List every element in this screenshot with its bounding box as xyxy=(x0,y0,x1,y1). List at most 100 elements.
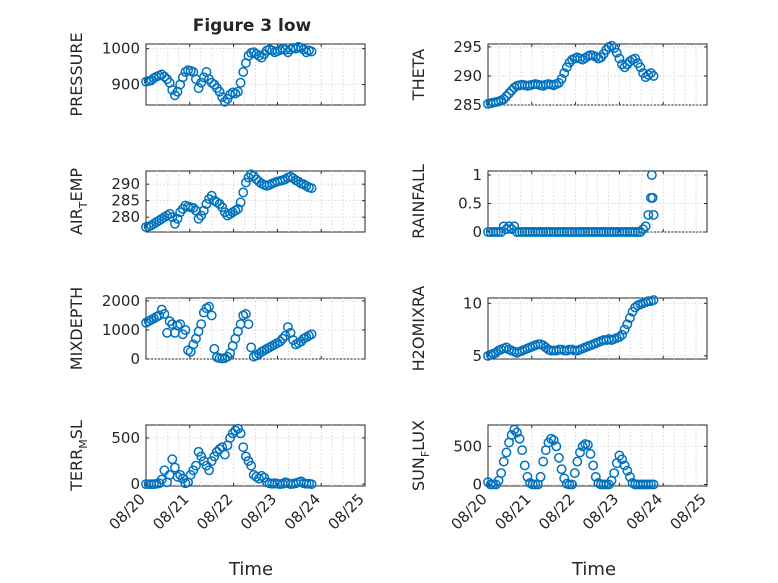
data-point xyxy=(196,210,207,221)
y-axis-label-part: TERR xyxy=(67,449,86,492)
data-point xyxy=(198,205,209,216)
data-point xyxy=(254,50,264,61)
y-axis-label: RAINFALL xyxy=(409,164,428,239)
x-tick-label: 08/22 xyxy=(193,490,236,533)
data-point xyxy=(301,47,312,58)
data-point xyxy=(646,170,657,180)
data-point xyxy=(522,471,533,482)
data-point xyxy=(214,86,225,97)
axes-frame xyxy=(487,424,708,487)
x-axis-label-right: Time xyxy=(571,559,616,580)
y-axis-label-part: SL xyxy=(67,420,86,439)
x-tick-label: 08/24 xyxy=(281,490,324,533)
data-point xyxy=(167,212,178,223)
data-point xyxy=(198,72,209,83)
subplot-sun-flux: 0 500 SUNFLUX 08/20 08/21 08/22 08/23 08/24 08/2… xyxy=(409,420,710,533)
y-tick-label: 500 xyxy=(111,429,140,447)
y-axis-label: TERRMSL xyxy=(67,420,90,492)
data-point xyxy=(519,460,530,471)
data-point xyxy=(238,187,249,198)
y-tick-label: 280 xyxy=(111,208,140,226)
data-point xyxy=(277,333,288,344)
y-axis-label: AIRTEMP xyxy=(67,168,90,235)
data-point xyxy=(243,319,254,330)
data-point xyxy=(156,474,167,485)
data-point xyxy=(647,192,658,203)
data-point xyxy=(219,449,230,460)
data-point xyxy=(564,479,575,490)
data-point xyxy=(206,190,217,201)
data-point xyxy=(193,83,204,94)
x-tick-label: 08/23 xyxy=(237,490,280,533)
data-point xyxy=(282,322,293,332)
data-point xyxy=(582,439,593,450)
data-point xyxy=(235,197,246,208)
data-point xyxy=(504,88,514,99)
data-point xyxy=(485,479,496,490)
y-tick-label: 0 xyxy=(472,475,482,493)
data-point xyxy=(496,227,507,237)
data-point xyxy=(617,454,627,465)
data-point xyxy=(306,46,317,57)
data-point xyxy=(609,468,620,478)
data-point xyxy=(275,336,285,347)
data-point xyxy=(556,464,567,475)
subplot-h2omixra: 5 10 H2OMIXRA xyxy=(409,286,708,372)
data-point xyxy=(572,456,583,467)
data-point xyxy=(235,428,246,439)
data-point xyxy=(217,202,228,213)
subplot-rainfall: 0 0.5 1 RAINFALL xyxy=(409,164,708,241)
data-point xyxy=(614,331,625,342)
data-point xyxy=(498,94,509,105)
data-point xyxy=(306,183,317,194)
data-point xyxy=(206,77,217,88)
y-tick-label: 2000 xyxy=(102,292,140,310)
data-point xyxy=(256,470,267,481)
subplot-theta: 285 290 295 THETA xyxy=(409,38,708,114)
data-point xyxy=(590,471,601,482)
data-point xyxy=(640,221,651,232)
data-point xyxy=(622,465,633,476)
data-point xyxy=(619,324,630,335)
data-point xyxy=(624,313,635,323)
data-point xyxy=(648,71,659,81)
data-point xyxy=(501,342,512,353)
y-axis-label: H2OMIXRA xyxy=(409,286,428,372)
data-point xyxy=(511,427,522,438)
data-point xyxy=(611,47,622,58)
y-axis-label-part: SUN xyxy=(409,457,428,491)
data-point xyxy=(172,213,183,224)
data-point xyxy=(188,202,199,213)
data-point xyxy=(619,460,630,471)
data-point xyxy=(235,77,246,88)
data-point xyxy=(614,53,625,64)
data-point xyxy=(575,447,585,458)
data-point xyxy=(630,302,641,313)
data-point xyxy=(548,435,559,446)
data-point xyxy=(233,86,243,97)
data-point xyxy=(301,478,312,489)
data-point xyxy=(196,77,207,88)
data-point xyxy=(632,227,643,237)
data-point xyxy=(169,462,180,473)
y-tick-label: 285 xyxy=(111,192,140,210)
data-point xyxy=(154,310,165,321)
data-point xyxy=(496,468,507,478)
y-axis-label-part: EMP xyxy=(67,168,86,202)
y-tick-label: 295 xyxy=(453,38,482,56)
y-tick-label: 900 xyxy=(111,76,140,94)
data-point xyxy=(643,296,654,307)
data-point xyxy=(288,173,299,184)
data-point xyxy=(293,176,304,187)
data-point xyxy=(527,479,538,490)
data-point xyxy=(501,91,512,102)
x-tick-label: 08/25 xyxy=(667,490,710,533)
data-point xyxy=(214,444,225,454)
data-point xyxy=(648,209,659,220)
subplot-terr-msl: 0 500 TERRMSL 08/20 08/21 08/22 08/23 08/24 08/2… xyxy=(67,420,368,533)
data-point xyxy=(219,96,230,107)
data-point xyxy=(204,301,215,312)
